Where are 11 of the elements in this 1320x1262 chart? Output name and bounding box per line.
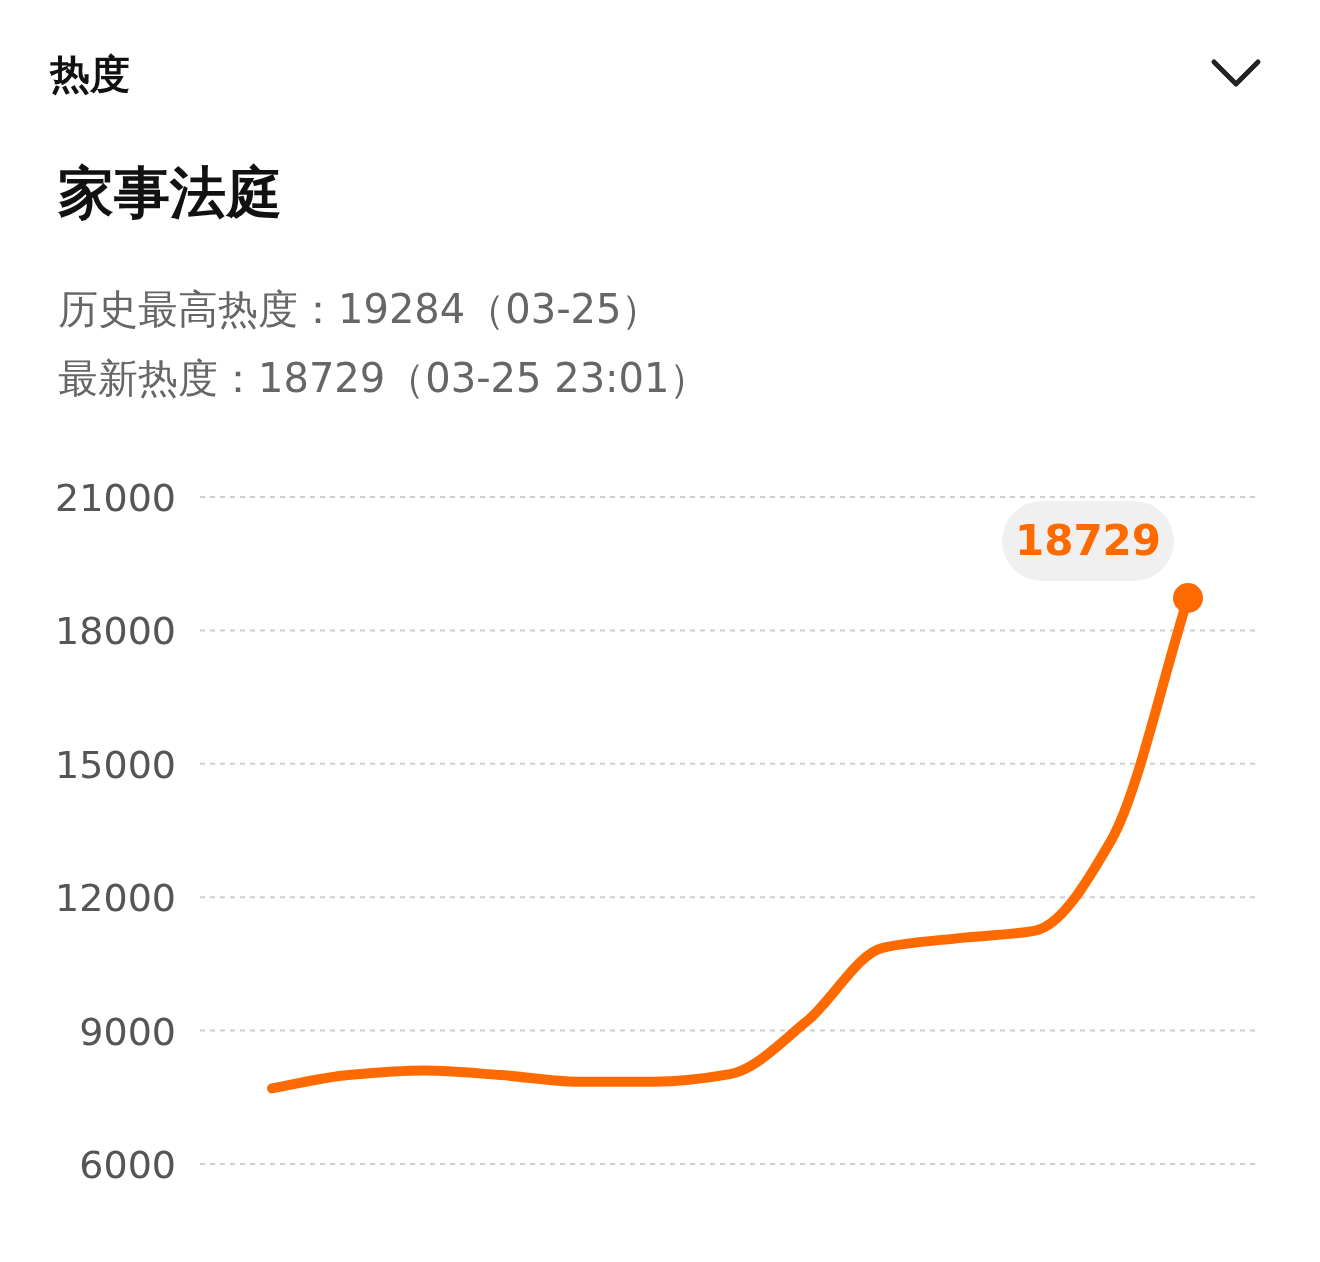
y-tick-label: 15000 bbox=[55, 742, 176, 787]
y-tick-label: 12000 bbox=[55, 876, 176, 921]
y-tick-label: 18000 bbox=[55, 609, 176, 654]
y-tick-label: 6000 bbox=[79, 1143, 176, 1187]
chart-subtitle: 历史最高热度：19284（03-25） bbox=[58, 286, 662, 332]
y-tick-label: 9000 bbox=[79, 1009, 176, 1054]
y-tick-label: 21000 bbox=[55, 476, 176, 520]
text: 热度 bbox=[49, 51, 130, 97]
text: 最新热度：18729（03-25 23:01） bbox=[58, 355, 710, 401]
data-label: 18729 bbox=[1014, 515, 1162, 565]
chart-title: 家事法庭 bbox=[58, 160, 282, 225]
